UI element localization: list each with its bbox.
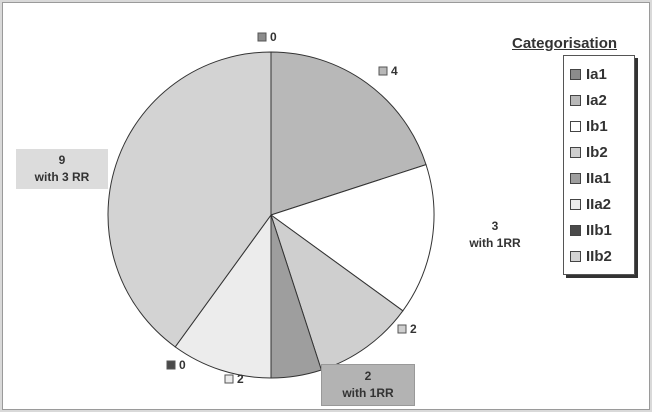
- legend-swatch: [570, 172, 581, 184]
- data-label-swatch-iia2: [224, 374, 234, 384]
- pie-slice-ib1: [269, 163, 435, 312]
- legend-label: Ib1: [586, 117, 608, 135]
- pie-slice-iia2: [174, 213, 272, 379]
- callout-value: 3: [491, 219, 499, 233]
- legend-swatch: [570, 146, 581, 158]
- legend-swatch: [570, 198, 581, 210]
- data-label-ia2: 4: [391, 64, 398, 78]
- legend-item-ib2: Ib2: [570, 140, 608, 164]
- legend-label: IIb1: [586, 221, 612, 239]
- callout-ib1-3: 3 with 1RR: [441, 215, 549, 255]
- legend-item-iia2: IIa2: [570, 192, 611, 216]
- callout-note: with 1RR: [469, 236, 521, 250]
- legend-swatch: [570, 224, 581, 236]
- legend-item-ia2: Ia2: [570, 88, 607, 112]
- callout-value: 9: [58, 153, 66, 167]
- legend-label: Ia2: [586, 91, 607, 109]
- legend-item-iib2: IIb2: [570, 244, 612, 268]
- pie-slice-iib2: [107, 51, 272, 348]
- legend-label: IIa1: [586, 169, 612, 187]
- callout-note: with 1RR: [342, 386, 394, 400]
- data-label-swatch-iib1: [166, 360, 176, 370]
- legend-item-ia1: Ia1: [570, 62, 607, 86]
- data-label-swatch-ia2: [378, 66, 388, 76]
- legend-swatch: [570, 250, 581, 262]
- legend: Ia1 Ia2 Ib1 Ib2 IIa1 IIa2 IIb1 IIb2: [563, 55, 635, 275]
- data-label-swatch-ib2: [397, 324, 407, 334]
- legend-item-iia1: IIa1: [570, 166, 611, 190]
- data-label-iia2: 2: [237, 372, 244, 386]
- data-label-iib1: 0: [179, 358, 186, 372]
- legend-label: Ia1: [586, 65, 607, 83]
- legend-item-iib1: IIb1: [570, 218, 612, 242]
- callout-iia1-2: 2 with 1RR: [321, 364, 415, 406]
- legend-item-ib1: Ib1: [570, 114, 608, 138]
- legend-title: Categorisation: [512, 35, 618, 52]
- pie-chart: 042208: [89, 30, 435, 386]
- legend-label: IIb2: [586, 247, 612, 265]
- pie-slice-ia2: [270, 51, 427, 216]
- data-label-ib2: 2: [410, 322, 417, 336]
- legend-label: Ib2: [586, 143, 608, 161]
- data-label-swatch-ia1: [257, 32, 267, 42]
- legend-swatch: [570, 120, 581, 132]
- legend-label: IIa2: [586, 195, 612, 213]
- legend-swatch: [570, 94, 581, 106]
- callout-ib2-9: 9 with 3 RR: [16, 149, 108, 189]
- legend-swatch: [570, 68, 581, 80]
- callout-value: 2: [364, 369, 372, 383]
- callout-note: with 3 RR: [34, 170, 90, 184]
- data-label-ia1: 0: [270, 30, 277, 44]
